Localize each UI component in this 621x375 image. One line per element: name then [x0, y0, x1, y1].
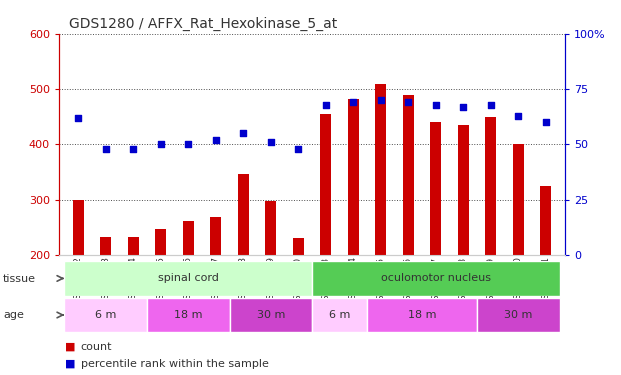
Bar: [230, 298, 312, 332]
Bar: [348, 99, 359, 255]
Text: 30 m: 30 m: [256, 310, 285, 320]
Bar: [292, 238, 304, 255]
Bar: [486, 117, 496, 255]
Point: [404, 99, 414, 105]
Text: 18 m: 18 m: [408, 310, 437, 320]
Bar: [238, 174, 249, 255]
Bar: [183, 221, 194, 255]
Text: age: age: [3, 310, 24, 320]
Bar: [73, 200, 84, 255]
Bar: [211, 217, 221, 255]
Text: 6 m: 6 m: [329, 310, 350, 320]
Bar: [403, 94, 414, 255]
Text: 6 m: 6 m: [95, 310, 117, 320]
Bar: [100, 237, 111, 255]
Point: [321, 102, 331, 108]
Point: [431, 102, 441, 108]
Bar: [312, 298, 367, 332]
Point: [514, 112, 524, 118]
Point: [293, 146, 303, 152]
Bar: [367, 298, 477, 332]
Bar: [375, 84, 386, 255]
Point: [73, 115, 83, 121]
Bar: [128, 237, 138, 255]
Bar: [320, 114, 332, 255]
Bar: [65, 261, 312, 296]
Bar: [458, 125, 469, 255]
Point: [183, 141, 193, 147]
Bar: [312, 261, 560, 296]
Point: [458, 104, 468, 110]
Text: count: count: [81, 342, 112, 352]
Point: [486, 102, 496, 108]
Point: [541, 119, 551, 125]
Text: tissue: tissue: [3, 274, 36, 284]
Text: spinal cord: spinal cord: [158, 273, 219, 284]
Point: [348, 99, 358, 105]
Bar: [155, 229, 166, 255]
Text: oculomotor nucleus: oculomotor nucleus: [381, 273, 491, 284]
Point: [101, 146, 111, 152]
Bar: [147, 298, 230, 332]
Point: [129, 146, 138, 152]
Bar: [540, 186, 551, 255]
Bar: [477, 298, 560, 332]
Bar: [65, 298, 147, 332]
Text: GDS1280 / AFFX_Rat_Hexokinase_5_at: GDS1280 / AFFX_Rat_Hexokinase_5_at: [69, 17, 337, 32]
Point: [376, 97, 386, 103]
Point: [238, 130, 248, 136]
Text: ■: ■: [65, 342, 76, 352]
Point: [156, 141, 166, 147]
Text: percentile rank within the sample: percentile rank within the sample: [81, 359, 269, 369]
Point: [211, 137, 220, 143]
Bar: [265, 201, 276, 255]
Bar: [430, 122, 442, 255]
Bar: [513, 144, 524, 255]
Text: ■: ■: [65, 359, 76, 369]
Text: 30 m: 30 m: [504, 310, 533, 320]
Text: 18 m: 18 m: [174, 310, 202, 320]
Point: [266, 139, 276, 145]
